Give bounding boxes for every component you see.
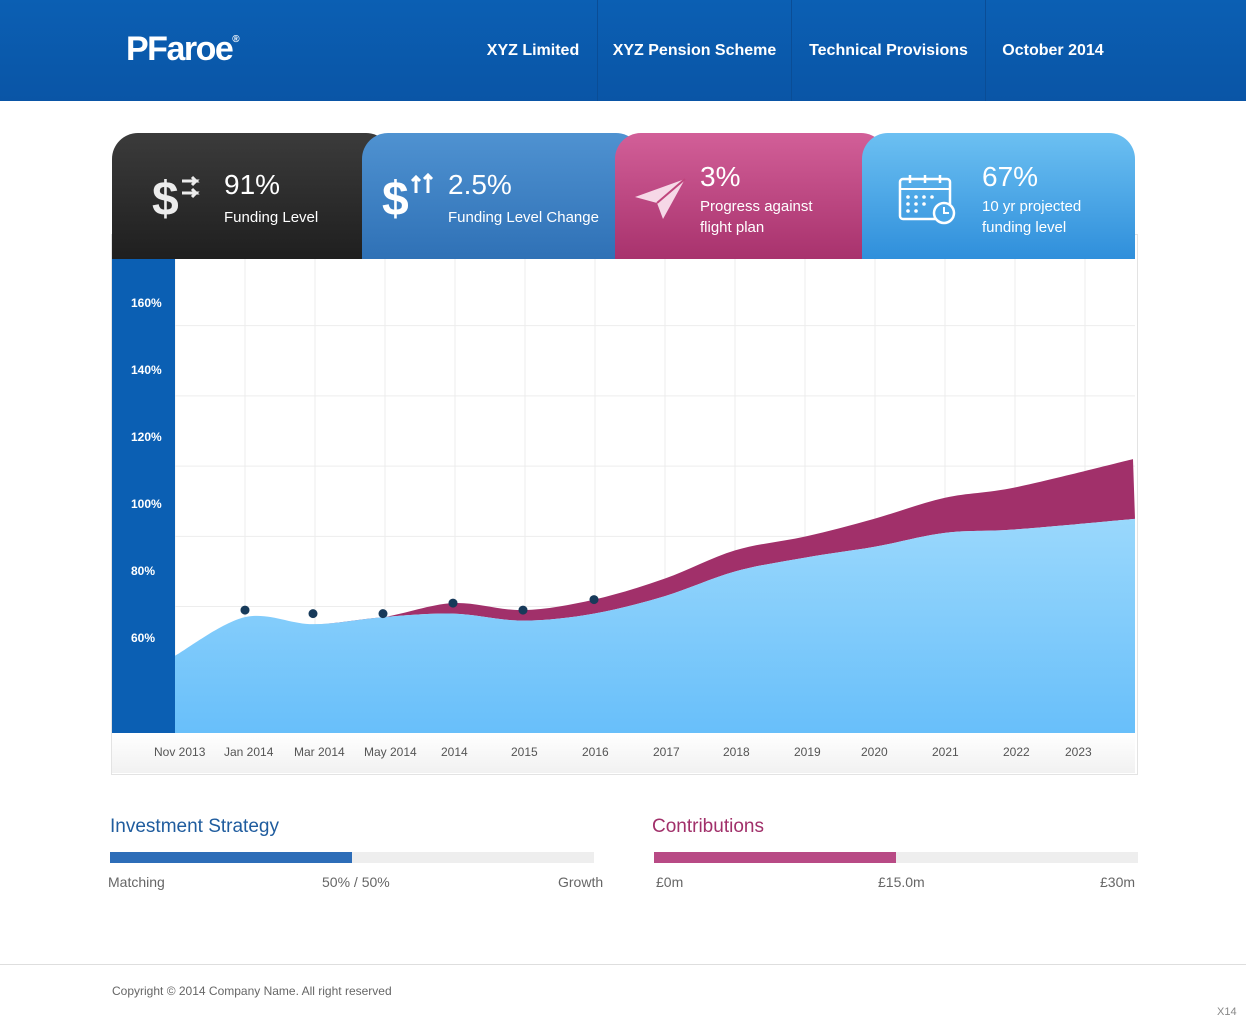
investment-scale-mid: 50% / 50% <box>322 874 390 890</box>
card-funding-level[interactable]: $ 91% Funding Level <box>112 133 392 259</box>
x-tick-label: 2014 <box>441 745 468 759</box>
x-tick-label: Jan 2014 <box>224 745 274 759</box>
x-tick-label: 2016 <box>582 745 609 759</box>
data-point-marker <box>308 609 318 619</box>
funding-level-area <box>175 518 1135 733</box>
y-tick-label: 140% <box>131 363 162 377</box>
y-tick-label: 120% <box>131 430 162 444</box>
data-point-marker <box>378 609 388 619</box>
svg-text:$: $ <box>152 173 179 221</box>
brand-mark: ® <box>232 33 240 45</box>
funding-level-label: Funding Level <box>224 209 319 226</box>
calendar-clock-icon <box>898 175 956 225</box>
copyright-text: Copyright © 2014 Company Name. All right… <box>112 984 392 998</box>
data-point-marker <box>589 595 599 605</box>
nav-item-scheme[interactable]: XYZ Pension Scheme <box>597 0 791 101</box>
card-funding-change[interactable]: $ 2.5% Funding Level Change <box>362 133 642 259</box>
svg-text:$: $ <box>382 173 409 221</box>
investment-scale-left: Matching <box>108 874 165 890</box>
dollar-up-icon: $ <box>382 172 434 221</box>
y-tick-label: 60% <box>131 631 156 645</box>
x-tick-label: 2022 <box>1003 745 1030 759</box>
dollar-transfer-icon: $ <box>152 173 200 221</box>
x-axis-bar <box>112 733 1135 773</box>
x-tick-label: 2020 <box>861 745 888 759</box>
x-tick-label: Nov 2013 <box>154 745 206 759</box>
nav-label: Technical Provisions <box>809 41 968 59</box>
nav-item-company[interactable]: XYZ Limited <box>470 0 596 101</box>
paper-plane-icon <box>635 178 686 219</box>
funding-level-value: 91% <box>224 169 281 200</box>
nav-label: October 2014 <box>1002 41 1104 59</box>
x-tick-label: May 2014 <box>364 745 417 759</box>
x-tick-label: 2019 <box>794 745 821 759</box>
brand-name: PFaroe <box>126 30 234 68</box>
brand-logo[interactable]: PFaroe® <box>126 30 240 69</box>
corner-label: X14 <box>1217 1006 1237 1018</box>
projected-level-label-2: funding level <box>982 219 1067 236</box>
flight-plan-label-1: Progress against <box>700 198 813 215</box>
flight-plan-label-2: flight plan <box>700 219 765 236</box>
y-tick-label: 100% <box>131 497 162 511</box>
contributions-scale-right: £30m <box>1100 874 1136 890</box>
contributions-scale-left: £0m <box>656 874 684 890</box>
projected-level-value: 67% <box>982 161 1039 192</box>
funding-level-chart <box>175 259 1135 733</box>
x-tick-label: 2017 <box>653 745 680 759</box>
nav-item-date[interactable]: October 2014 <box>985 0 1120 101</box>
card-projected-level[interactable]: 67% 10 yr projected funding level <box>862 133 1135 259</box>
card-flight-plan[interactable]: 3% Progress against flight plan <box>615 133 887 259</box>
x-tick-label: 2015 <box>511 745 538 759</box>
investment-strategy-title: Investment Strategy <box>110 816 279 837</box>
investment-strategy-slider[interactable] <box>110 852 594 863</box>
contributions-fill <box>654 852 896 863</box>
y-axis-band <box>112 259 175 733</box>
funding-change-label: Funding Level Change <box>448 209 599 226</box>
data-point-marker <box>240 605 250 615</box>
investment-scale-right: Growth <box>558 874 604 890</box>
funding-change-value: 2.5% <box>448 169 512 200</box>
x-tick-label: Mar 2014 <box>294 745 345 759</box>
top-bar: PFaroe® XYZ Limited XYZ Pension Scheme T… <box>0 0 1246 101</box>
x-tick-label: 2021 <box>932 745 959 759</box>
nav-label: XYZ Limited <box>486 41 580 59</box>
contributions-scale-mid: £15.0m <box>878 874 925 890</box>
y-tick-label: 80% <box>131 564 156 578</box>
nav-label: XYZ Pension Scheme <box>612 41 777 59</box>
projected-level-label-1: 10 yr projected <box>982 198 1082 215</box>
flight-plan-value: 3% <box>700 161 741 192</box>
x-tick-label: 2018 <box>723 745 750 759</box>
y-tick-label: 160% <box>131 296 162 310</box>
nav-item-basis[interactable]: Technical Provisions <box>791 0 985 101</box>
contributions-title: Contributions <box>652 816 764 837</box>
investment-strategy-fill <box>110 852 352 863</box>
footer-divider <box>0 964 1246 965</box>
data-point-marker <box>448 598 458 608</box>
contributions-slider[interactable] <box>654 852 1138 863</box>
x-tick-label: 2023 <box>1065 745 1092 759</box>
actuals-markers <box>240 595 599 619</box>
data-point-marker <box>518 605 528 615</box>
